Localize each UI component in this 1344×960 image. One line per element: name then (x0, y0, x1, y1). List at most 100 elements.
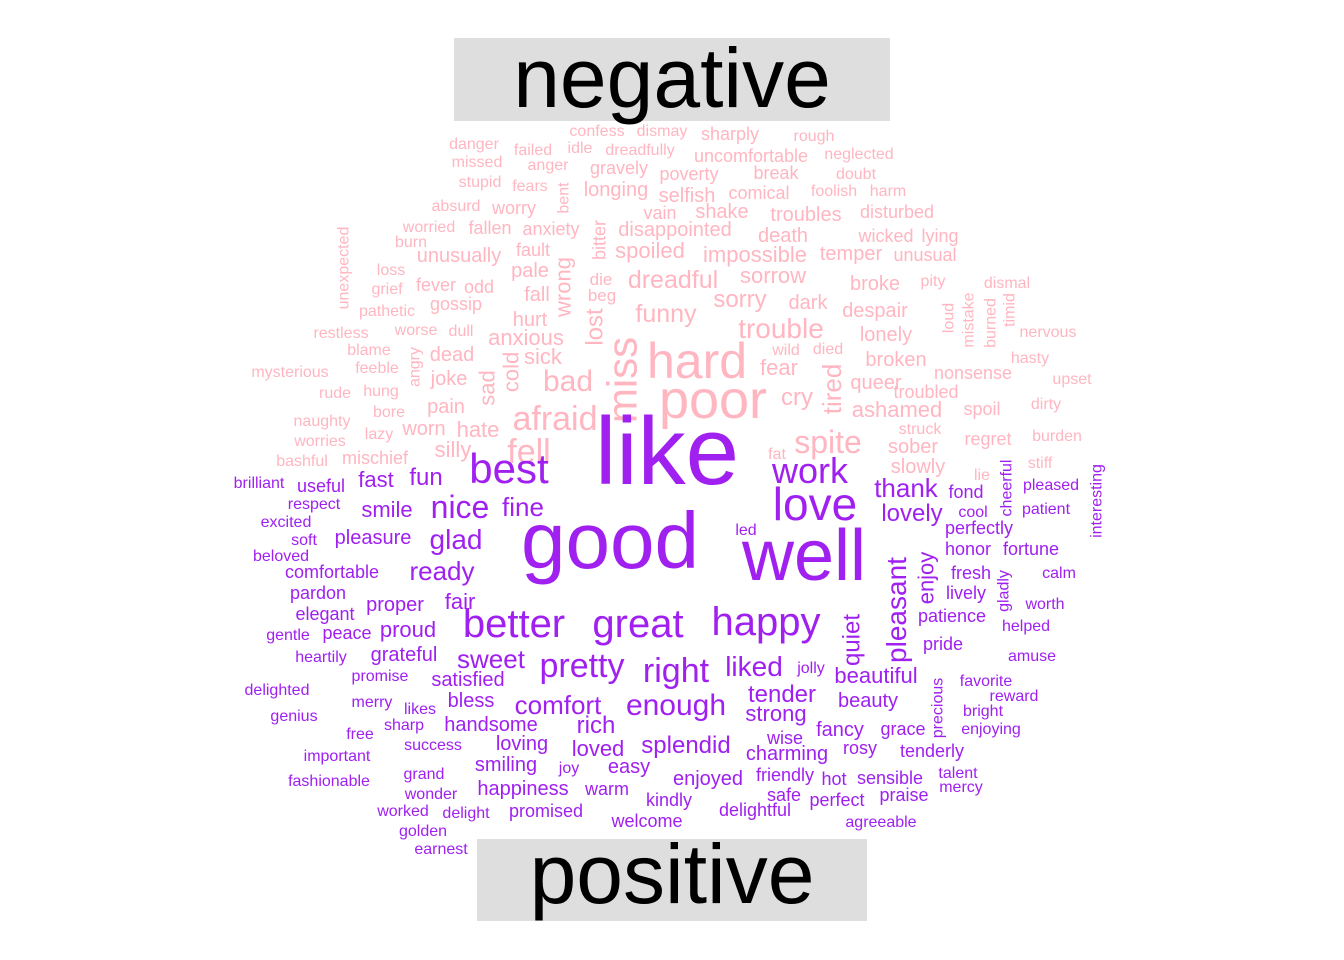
word-tenderly: tenderly (900, 741, 964, 761)
word-temper: temper (820, 243, 883, 265)
word-enjoy: enjoy (914, 552, 939, 605)
word-troubled: troubled (893, 382, 958, 402)
word-worried: worried (402, 219, 455, 236)
word-hate: hate (457, 417, 500, 442)
word-slowly: slowly (891, 456, 945, 478)
word-ashamed: ashamed (852, 397, 943, 422)
word-precious: precious (930, 678, 947, 738)
word-pretty: pretty (539, 647, 624, 685)
word-right: right (643, 652, 710, 690)
word-rich: rich (577, 712, 616, 739)
word-fond: fond (948, 482, 983, 502)
word-burn: burn (395, 234, 427, 251)
word-lost: lost (581, 308, 608, 346)
word-well: well (741, 516, 866, 596)
word-gladly: gladly (996, 570, 1013, 612)
word-excited: excited (261, 514, 312, 531)
word-broke: broke (850, 273, 900, 295)
word-shake: shake (695, 201, 748, 223)
word-helped: helped (1002, 618, 1050, 635)
word-unusually: unusually (417, 245, 502, 267)
word-loud: loud (941, 303, 958, 333)
word-beautiful: beautiful (834, 663, 917, 688)
word-happy: happy (712, 600, 821, 644)
word-angry: angry (407, 347, 424, 387)
word-strong: strong (745, 701, 806, 726)
negative-label-box (454, 38, 890, 121)
word-unusual: unusual (893, 245, 956, 265)
word-anxious: anxious (488, 325, 564, 350)
word-afraid: afraid (512, 400, 597, 438)
word-troubles: troubles (770, 204, 841, 226)
word-talent: talent (938, 765, 978, 782)
word-glad: glad (430, 524, 483, 555)
negative-group-label: negative (513, 31, 831, 125)
word-sensible: sensible (857, 768, 923, 788)
word-pathetic: pathetic (359, 303, 415, 320)
word-bore: bore (373, 404, 405, 421)
word-fun: fun (409, 464, 442, 491)
word-despair: despair (842, 300, 908, 322)
word-fears: fears (512, 178, 548, 195)
word-lazy: lazy (365, 426, 393, 443)
word-worse: worse (394, 322, 438, 339)
word-miss: miss (599, 337, 646, 423)
word-dead: dead (430, 344, 475, 366)
word-grace: grace (880, 719, 925, 739)
word-tender: tender (748, 681, 816, 708)
word-sharp: sharp (384, 717, 424, 734)
positive-label-box (477, 839, 867, 921)
word-uncomfortable: uncomfortable (694, 146, 808, 166)
word-fault: fault (516, 240, 550, 260)
word-cold: cold (499, 352, 524, 392)
word-enjoying: enjoying (961, 721, 1021, 738)
word-patient: patient (1022, 501, 1071, 518)
word-sober: sober (888, 436, 938, 458)
word-free: free (346, 726, 374, 743)
word-dismal: dismal (984, 275, 1030, 292)
word-worked: worked (376, 803, 429, 820)
word-bashful: bashful (276, 453, 328, 470)
word-spite: spite (794, 424, 862, 460)
word-tired: tired (817, 364, 847, 415)
word-grand: grand (404, 766, 445, 783)
word-dirty: dirty (1031, 396, 1061, 413)
word-nonsense: nonsense (934, 363, 1012, 383)
word-fresh: fresh (951, 563, 991, 583)
word-fair: fair (445, 589, 476, 614)
word-disturbed: disturbed (860, 202, 934, 222)
word-neglected: neglected (824, 146, 893, 163)
word-easy: easy (608, 756, 650, 778)
word-hasty: hasty (1011, 350, 1049, 367)
word-delight: delight (442, 805, 490, 822)
word-pride: pride (923, 634, 963, 654)
word-ready: ready (409, 556, 474, 586)
word-nice: nice (431, 489, 490, 525)
word-best: best (469, 445, 549, 492)
word-blame: blame (347, 342, 391, 359)
word-fashionable: fashionable (288, 773, 370, 790)
word-selfish: selfish (659, 185, 716, 207)
word-bent: bent (556, 182, 573, 214)
word-love: love (773, 478, 857, 530)
word-feeble: feeble (355, 360, 399, 377)
word-gossip: gossip (430, 294, 482, 314)
word-danger: danger (449, 136, 499, 153)
word-patience: patience (918, 606, 986, 626)
word-funny: funny (635, 300, 697, 328)
word-hot: hot (821, 769, 846, 789)
word-respect: respect (288, 496, 341, 513)
word-grateful: grateful (371, 644, 438, 666)
word-peace: peace (322, 623, 371, 643)
word-soft: soft (291, 532, 317, 549)
word-wrong: wrong (551, 257, 576, 318)
word-sorrow: sorrow (740, 263, 806, 288)
word-worry: worry (491, 198, 536, 218)
word-pleasure: pleasure (335, 527, 412, 549)
word-cool: cool (958, 504, 987, 521)
word-fever: fever (416, 275, 456, 295)
word-honor: honor (945, 539, 991, 559)
word-pardon: pardon (290, 583, 346, 603)
word-pity: pity (921, 273, 946, 290)
